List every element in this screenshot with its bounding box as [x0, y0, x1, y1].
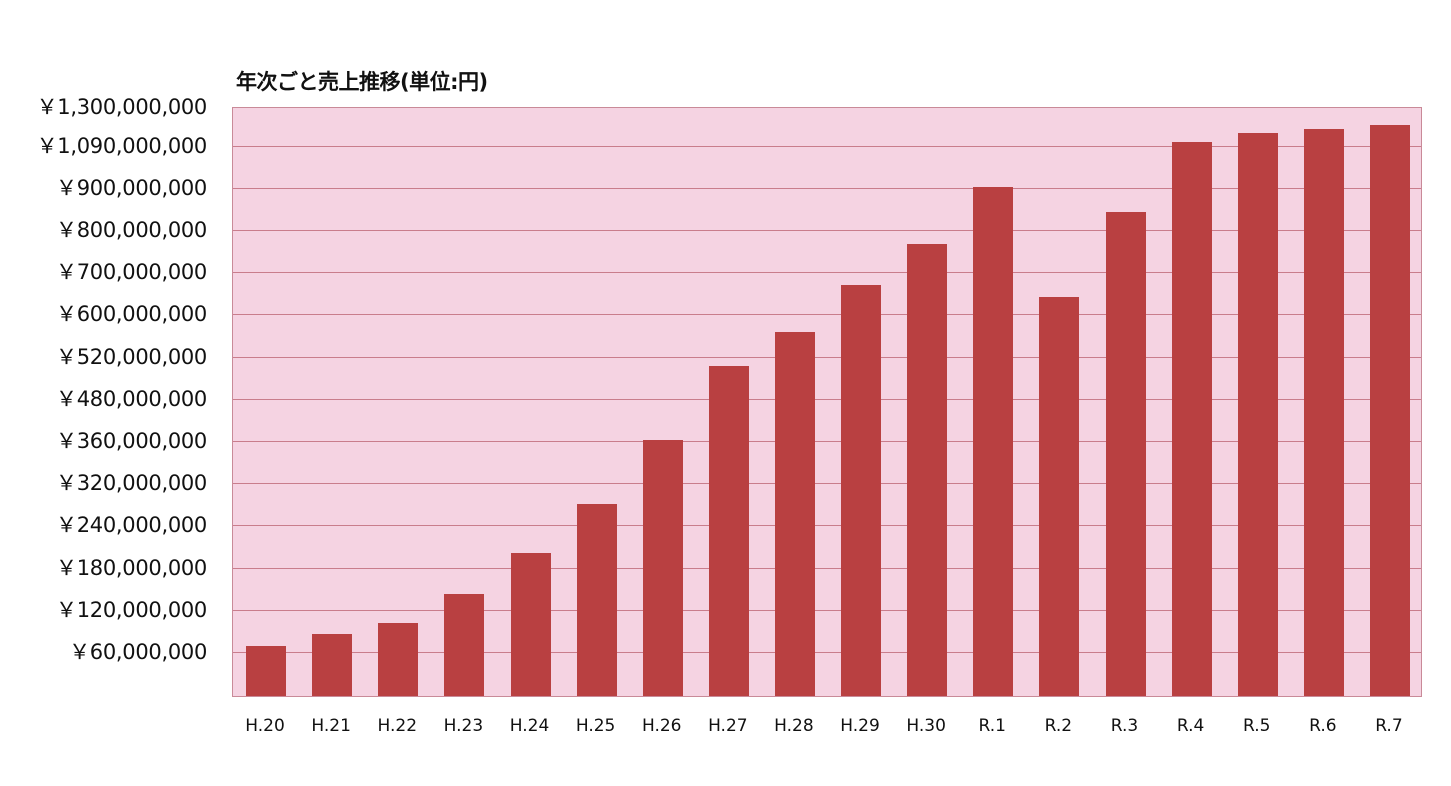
bar-H.27	[708, 366, 749, 696]
y-tick-label: ￥600,000,000	[56, 302, 207, 327]
y-tick-label: ￥700,000,000	[56, 260, 207, 285]
x-tick-label: H.20	[245, 716, 285, 736]
gridline	[233, 314, 1421, 316]
x-tick-label: H.27	[708, 716, 748, 736]
bar-H.22	[378, 622, 419, 696]
x-tick-label: H.22	[377, 716, 418, 736]
bar-H.30	[907, 244, 948, 696]
y-tick-label: ￥60,000,000	[69, 640, 207, 664]
gridline	[233, 441, 1421, 442]
bar-R.1	[973, 186, 1014, 696]
bar-H.23	[444, 594, 485, 696]
gridline	[233, 525, 1421, 527]
y-tick-label: ￥900,000,000	[56, 175, 207, 200]
x-tick-label: R.2	[1044, 716, 1073, 736]
y-tick-label: ￥320,000,000	[56, 471, 207, 496]
gridline	[233, 398, 1421, 400]
gridline	[233, 187, 1421, 189]
x-tick-label: H.26	[641, 716, 682, 736]
x-tick-label: R.1	[978, 716, 1006, 736]
bar-H.28	[774, 332, 815, 696]
bar-H.24	[510, 552, 551, 696]
bar-R.6	[1303, 128, 1344, 696]
gridline	[233, 230, 1421, 231]
gridline	[233, 145, 1421, 147]
x-tick-label: H.28	[774, 716, 814, 736]
bar-H.26	[642, 440, 683, 696]
y-tick-label: ￥480,000,000	[56, 386, 207, 411]
x-tick-label: H.30	[906, 716, 946, 736]
x-tick-label: R.5	[1243, 716, 1271, 736]
x-tick-label: H.23	[443, 716, 484, 736]
gridline	[233, 652, 1421, 653]
gridline	[233, 483, 1421, 485]
gridline	[233, 609, 1421, 611]
bar-H.29	[841, 285, 882, 696]
y-tick-label: ￥360,000,000	[56, 429, 207, 453]
gridline	[233, 567, 1421, 569]
y-tick-label: ￥800,000,000	[56, 218, 207, 242]
bar-H.20	[246, 646, 287, 696]
y-tick-label: ￥120,000,000	[56, 597, 207, 622]
x-tick-label: H.24	[509, 716, 550, 736]
x-tick-label: H.25	[575, 716, 616, 736]
x-tick-label: H.21	[311, 716, 351, 736]
bar-R.2	[1039, 296, 1080, 696]
x-tick-label: R.4	[1176, 716, 1205, 736]
y-tick-label: ￥180,000,000	[56, 555, 207, 580]
x-tick-label: H.29	[840, 716, 880, 736]
x-tick-label: R.3	[1110, 716, 1139, 736]
bar-R.3	[1105, 212, 1146, 696]
bar-R.5	[1237, 132, 1278, 696]
y-tick-label: ￥520,000,000	[56, 344, 207, 369]
bar-H.21	[312, 634, 353, 696]
plot-area	[232, 107, 1422, 697]
x-tick-label: R.7	[1375, 716, 1403, 736]
y-tick-label: ￥1,300,000,000	[36, 95, 208, 119]
bar-R.4	[1171, 141, 1212, 696]
chart-title: 年次ごと売上推移(単位:円)	[236, 70, 488, 94]
y-tick-label: ￥1,090,000,000	[36, 133, 208, 158]
bar-R.7	[1369, 124, 1410, 696]
bar-H.25	[576, 504, 617, 696]
gridline	[233, 356, 1421, 358]
gridline	[233, 272, 1421, 274]
y-tick-label: ￥240,000,000	[56, 513, 207, 538]
x-tick-label: R.6	[1309, 716, 1337, 736]
